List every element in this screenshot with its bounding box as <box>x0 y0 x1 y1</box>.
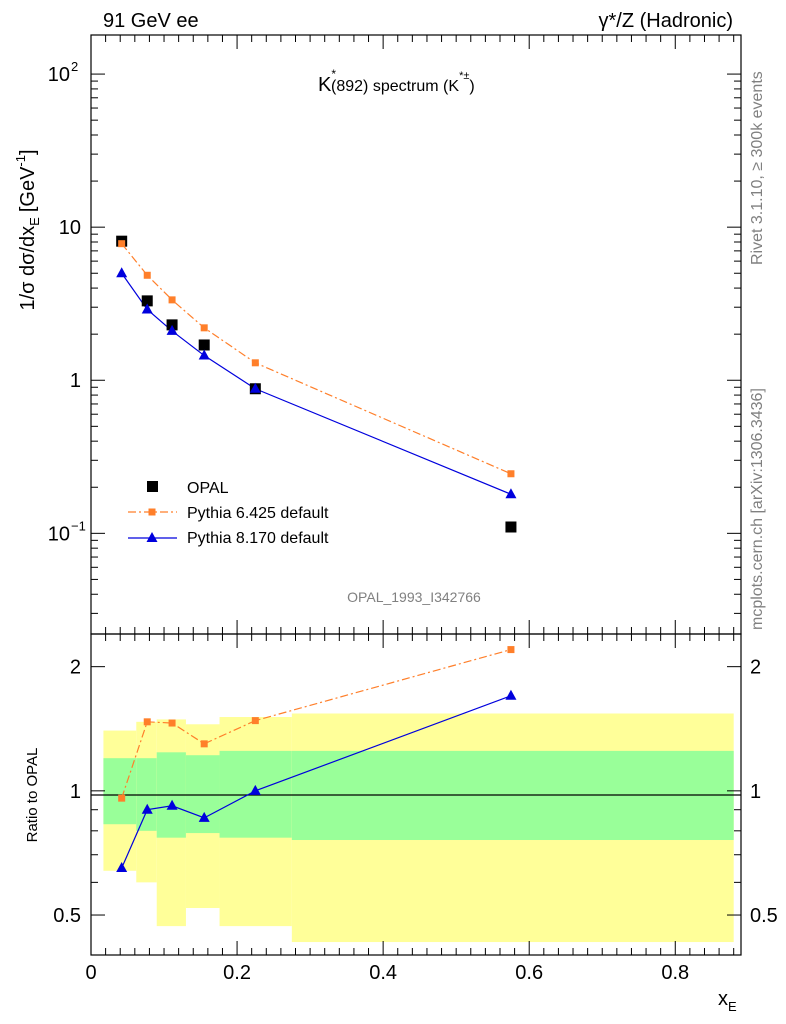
ratio-y-tick-label-left: 2 <box>70 657 81 679</box>
y-tick-label-exponent: −1 <box>71 518 86 533</box>
y-axis-label-sup: -1 <box>13 155 28 167</box>
data-point-opal-2 <box>166 319 178 331</box>
mcplots-label: mcplots.cern.ch [arXiv:1306.3436] <box>749 388 766 630</box>
plot-title-main: K <box>318 74 332 96</box>
ratio-y-label: Ratio to OPAL <box>24 748 41 843</box>
x-tick-label: 0 <box>85 962 96 984</box>
plot-title-rest: (892) spectrum (K <box>331 78 459 95</box>
data-point-opal-1 <box>141 295 153 307</box>
ratio-band-inner-0 <box>103 758 137 825</box>
ratio-uncertainty-bands <box>103 713 734 943</box>
data-point-pythia8-3 <box>198 349 210 360</box>
legend-label-pythia6: Pythia 6.425 default <box>187 505 329 522</box>
ratio-point-pythia8-4 <box>249 784 261 795</box>
plot-title-rest-sup: *± <box>459 70 469 82</box>
x-tick-label: 0.8 <box>661 962 689 984</box>
legend-label-pythia8: Pythia 8.170 default <box>187 530 329 547</box>
ratio-y-tick-label-left: 1 <box>70 781 81 803</box>
ratio-panel-frame <box>90 633 742 956</box>
ratio-point-pythia6-2 <box>168 719 176 727</box>
x-tick-label: 0.2 <box>223 962 251 984</box>
ratio-point-pythia6-1 <box>143 718 151 726</box>
rivet-label: Rivet 3.1.10, ≥ 300k events <box>749 71 766 265</box>
data-point-pythia8-4 <box>249 382 261 393</box>
ratio-y-tick-label-right: 0.5 <box>750 905 778 927</box>
ratio-point-pythia8-0 <box>116 862 128 873</box>
ratio-point-pythia8-3 <box>198 811 210 822</box>
ratio-point-pythia8-1 <box>141 803 153 814</box>
data-point-pythia6-1 <box>143 271 151 279</box>
ratio-point-pythia6-3 <box>200 740 208 748</box>
data-point-pythia6-5 <box>507 470 515 478</box>
legend-marker-opal <box>147 481 158 492</box>
ratio-y-tick-label-right: 1 <box>750 781 761 803</box>
y-axis-label-pre: 1/σ dσ/dx <box>17 226 39 311</box>
ratio-point-pythia8-5 <box>505 689 517 700</box>
ratio-point-pythia8-2 <box>166 799 178 810</box>
legend-marker-pythia8 <box>146 532 158 542</box>
x-tick-label: 0.4 <box>369 962 397 984</box>
ratio-y-tick-label-left: 0.5 <box>53 905 81 927</box>
data-point-pythia8-0 <box>116 267 128 278</box>
plot-title-close: ) <box>469 78 474 95</box>
ratio-y-tick-label-right: 2 <box>750 657 761 679</box>
x-axis-label-main: x <box>718 988 728 1010</box>
header-right: γ*/Z (Hadronic) <box>599 10 733 32</box>
y-tick-label: 10 <box>59 217 81 239</box>
series-line-pythia6 <box>121 243 512 475</box>
y-axis-label-sub: E <box>27 217 42 226</box>
legend-label-opal: OPAL <box>187 480 229 497</box>
plot-title-sup: * <box>331 67 336 81</box>
y-tick-label-exponent: 2 <box>71 59 78 74</box>
data-point-pythia6-2 <box>168 296 176 304</box>
ratio-panel-series <box>116 646 517 873</box>
y-tick-label: 10 <box>48 64 70 86</box>
legend: OPAL Pythia 6.425 default Pythia 8.170 d… <box>128 480 329 547</box>
data-point-pythia8-1 <box>141 303 153 314</box>
ratio-point-pythia6-5 <box>507 646 515 654</box>
plot-title: K* (892) spectrum (K*±) <box>318 67 475 96</box>
y-axis-label: 1/σ dσ/dxE [GeV-1] <box>13 149 42 310</box>
x-tick-label: 0.6 <box>515 962 543 984</box>
x-axis-label: xE <box>718 988 737 1014</box>
x-axis-label-sub: E <box>728 999 737 1014</box>
y-axis-label-post: [GeV <box>17 166 39 212</box>
ratio-point-pythia6-4 <box>251 717 259 725</box>
data-point-pythia8-5 <box>505 488 517 499</box>
y-tick-label: 10 <box>48 523 70 545</box>
data-point-opal-5 <box>505 521 517 533</box>
axis-ticks <box>90 35 741 956</box>
header-left: 91 GeV ee <box>103 10 199 32</box>
ratio-point-pythia6-0 <box>118 794 126 802</box>
data-point-opal-3 <box>198 339 210 351</box>
ratio-line-pythia8 <box>121 695 512 869</box>
data-point-pythia6-3 <box>200 324 208 332</box>
analysis-id: OPAL_1993_I342766 <box>347 589 481 605</box>
data-point-pythia8-2 <box>166 324 178 335</box>
y-tick-label: 1 <box>70 370 81 392</box>
y-axis-label-end: ] <box>17 149 39 155</box>
data-point-pythia6-0 <box>118 240 126 248</box>
data-point-pythia6-4 <box>251 359 259 367</box>
legend-marker-pythia6 <box>148 508 156 516</box>
ratio-line-pythia6 <box>121 649 512 799</box>
main-panel-series <box>116 235 517 533</box>
